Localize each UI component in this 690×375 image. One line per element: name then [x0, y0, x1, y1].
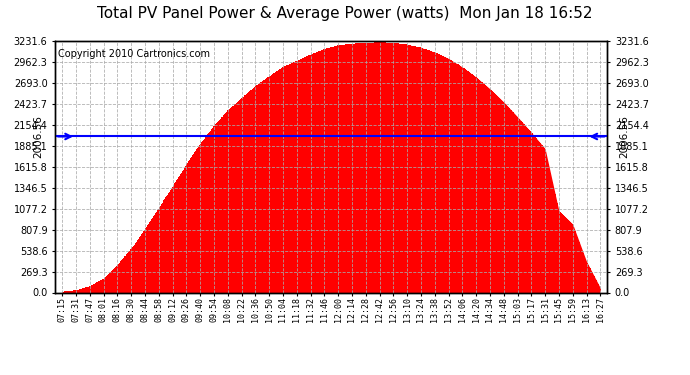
- Text: Copyright 2010 Cartronics.com: Copyright 2010 Cartronics.com: [58, 49, 210, 59]
- Text: 2006.56: 2006.56: [33, 115, 43, 158]
- Text: Total PV Panel Power & Average Power (watts)  Mon Jan 18 16:52: Total PV Panel Power & Average Power (wa…: [97, 6, 593, 21]
- Text: 2006.56: 2006.56: [620, 115, 629, 158]
